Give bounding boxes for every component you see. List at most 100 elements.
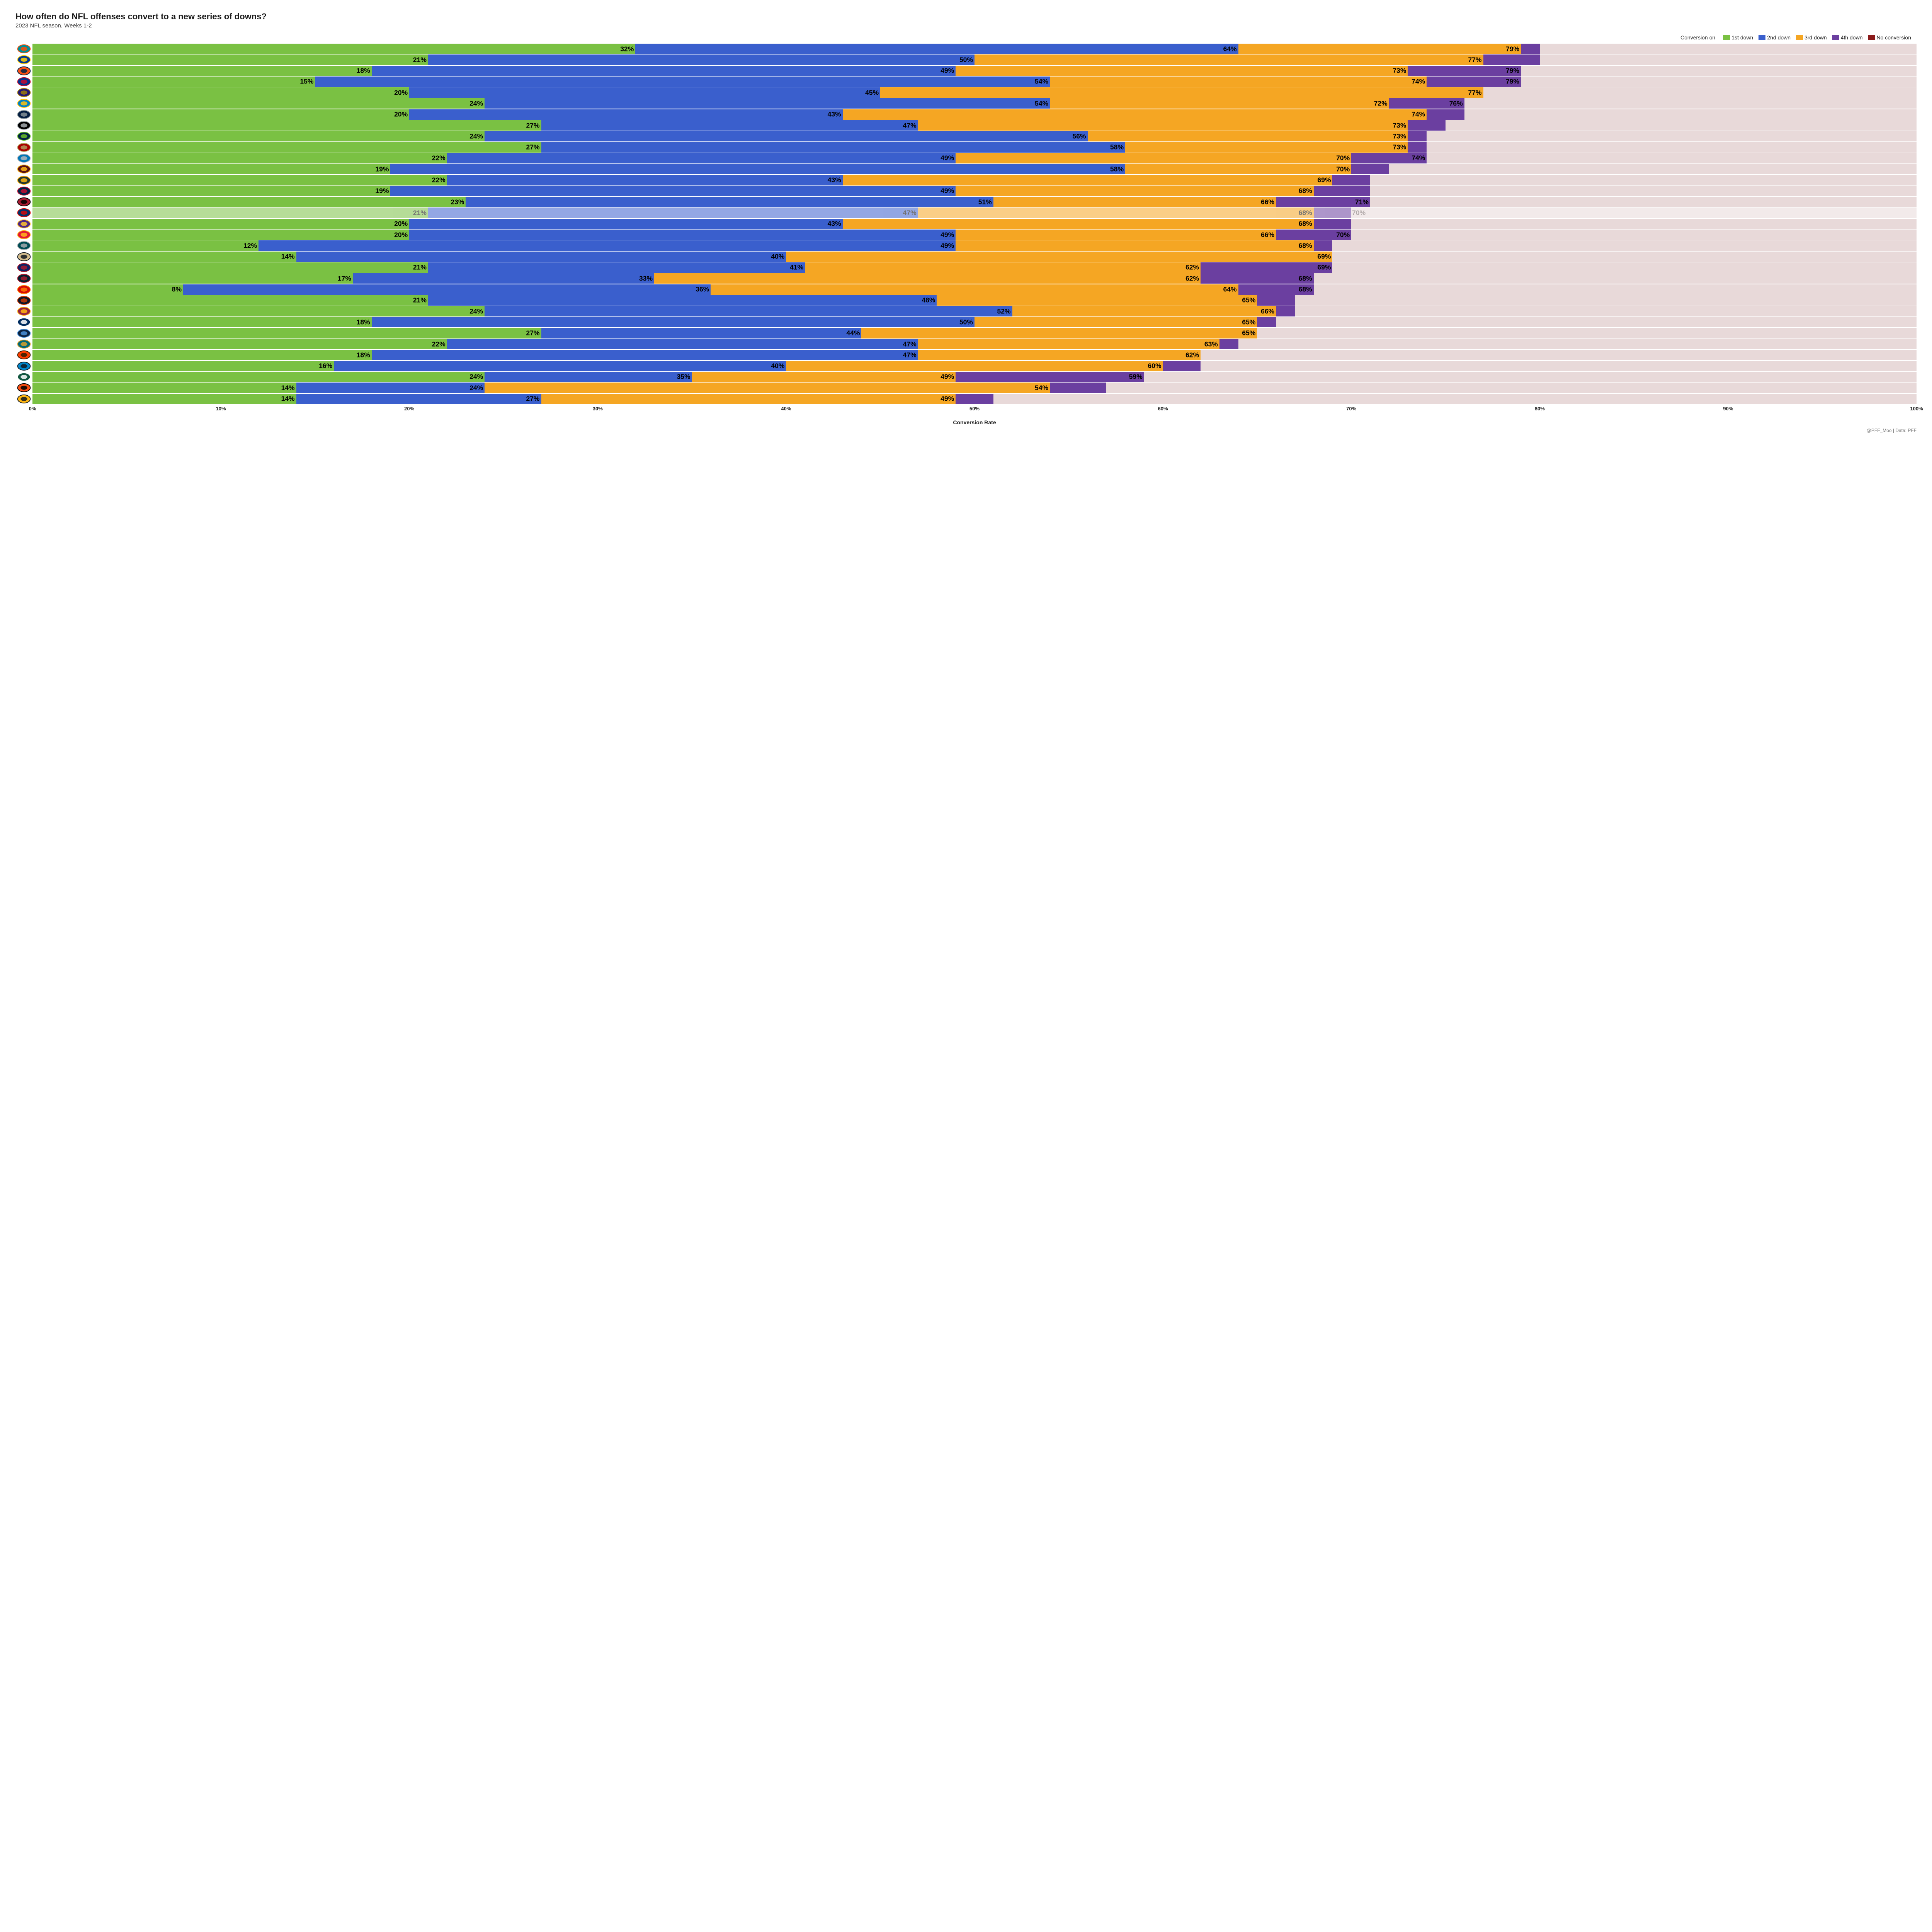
bar-segment-label: 76%	[1449, 99, 1463, 107]
bar-segment: 77%	[975, 54, 1483, 65]
bar-segment	[1370, 175, 1917, 185]
bar-segment-label: 24%	[469, 307, 483, 315]
bar-segment-label: 14%	[281, 253, 295, 261]
team-row: 24%54%72%76%	[15, 98, 1917, 109]
bar-track: 19%58%70%72%	[32, 164, 1917, 174]
bar-segment-label: 60%	[1148, 362, 1162, 370]
team-logo-icon	[15, 98, 32, 109]
bar-segment: 58%	[390, 164, 1125, 174]
bar-segment: 20%	[32, 87, 409, 98]
x-tick: 20%	[404, 406, 414, 412]
x-tick: 10%	[216, 406, 226, 412]
bar-segment	[1257, 328, 1917, 338]
bar-track: 22%43%69%71%	[32, 175, 1917, 185]
bar-segment-label: 77%	[1468, 88, 1481, 97]
bar-segment: 73%	[956, 66, 1408, 76]
bar-segment: 70%	[1314, 219, 1352, 229]
bar-segment-label: 54%	[1035, 384, 1048, 392]
bar-segment-label: 51%	[978, 198, 992, 206]
bar-segment	[1427, 131, 1917, 141]
team-row: 20%45%77%77%	[15, 87, 1917, 98]
bar-segment: 64%	[711, 284, 1238, 295]
bar-segment: 52%	[485, 306, 1012, 316]
bar-segment: 48%	[428, 295, 937, 306]
bar-segment: 60%	[786, 361, 1163, 371]
bar-segment	[1370, 197, 1917, 207]
bar-segment: 58%	[541, 142, 1126, 153]
bar-segment-label: 22%	[432, 176, 446, 184]
legend-swatch	[1868, 35, 1875, 40]
bar-segment-label: 22%	[432, 340, 446, 348]
bar-segment-label: 27%	[526, 121, 539, 129]
bar-segment	[1295, 306, 1917, 316]
team-row: 18%49%73%79%	[15, 66, 1917, 76]
legend-item: 3rd down	[1796, 34, 1827, 41]
bar-track: 20%45%77%77%	[32, 87, 1917, 98]
bar-segment: 68%	[918, 207, 1314, 218]
team-logo-icon	[15, 186, 32, 196]
bar-segment: 71%	[1314, 186, 1370, 196]
bar-segment: 50%	[428, 54, 975, 65]
bar-segment: 35%	[485, 372, 692, 382]
bar-segment: 22%	[32, 175, 447, 185]
bar-segment: 24%	[32, 372, 485, 382]
bar-segment	[1351, 207, 1917, 218]
bar-segment: 74%	[1050, 77, 1427, 87]
bar-segment	[1201, 361, 1917, 371]
bar-segment	[1351, 230, 1917, 240]
bar-segment-label: 20%	[394, 220, 408, 228]
bar-track: 14%24%54%57%	[32, 383, 1917, 393]
bar-segment-label: 32%	[620, 45, 634, 53]
bar-segment-label: 20%	[394, 231, 408, 239]
bar-track: 21%48%65%67%	[32, 295, 1917, 306]
bar-segment-label: 58%	[1110, 165, 1124, 173]
team-row: 8%36%64%68%	[15, 284, 1917, 295]
stacked-bar-chart: 32%64%79%80% 21%50%77%80% 18%49%73%79% 1…	[15, 44, 1917, 404]
legend-swatch	[1832, 35, 1839, 40]
bar-segment: 74%	[1408, 131, 1427, 141]
bar-segment-label: 47%	[903, 340, 917, 348]
bar-segment-label: 21%	[413, 56, 427, 64]
legend-swatch	[1796, 35, 1803, 40]
bar-segment-label: 73%	[1393, 132, 1406, 140]
bar-segment	[1106, 383, 1917, 393]
team-logo-icon	[15, 350, 32, 360]
bar-segment-label: 65%	[1242, 329, 1255, 337]
team-logo-icon	[15, 219, 32, 229]
bar-segment: 74%	[843, 109, 1427, 120]
bar-segment: 47%	[541, 120, 918, 131]
bar-track: 21%50%77%80%	[32, 54, 1917, 65]
bar-segment: 14%	[32, 383, 296, 393]
bar-segment: 79%	[1408, 66, 1521, 76]
legend-item: 4th down	[1832, 34, 1863, 41]
bar-segment-label: 58%	[1110, 143, 1124, 151]
bar-segment: 62%	[654, 273, 1201, 284]
bar-segment: 8%	[32, 284, 183, 295]
bar-segment-label: 24%	[469, 384, 483, 392]
bar-track: 20%43%74%76%	[32, 109, 1917, 120]
bar-segment: 68%	[956, 240, 1313, 251]
bar-track: 22%49%70%74%	[32, 153, 1917, 163]
bar-segment: 66%	[1012, 306, 1276, 316]
bar-segment-label: 15%	[300, 78, 313, 86]
bar-segment-label: 41%	[790, 264, 803, 272]
team-row: 24%35%49%59%	[15, 372, 1917, 382]
bar-segment: 72%	[1050, 98, 1389, 109]
team-logo-icon	[15, 317, 32, 327]
bar-segment: 66%	[956, 230, 1276, 240]
bar-segment-label: 64%	[1223, 286, 1237, 294]
bar-segment: 65%	[937, 295, 1257, 306]
bar-segment	[1540, 44, 1917, 54]
team-logo-icon	[15, 44, 32, 54]
bar-segment-label: 21%	[413, 296, 427, 304]
legend-swatch	[1759, 35, 1765, 40]
bar-track: 27%58%73%74%	[32, 142, 1917, 153]
bar-track: 24%54%72%76%	[32, 98, 1917, 109]
team-logo-icon	[15, 273, 32, 284]
bar-track: 20%49%66%70%	[32, 230, 1917, 240]
bar-segment-label: 19%	[375, 165, 389, 173]
bar-segment: 20%	[32, 219, 409, 229]
bar-track: 27%47%73%75%	[32, 120, 1917, 131]
bar-segment-label: 79%	[1506, 45, 1519, 53]
bar-segment: 67%	[1276, 306, 1295, 316]
